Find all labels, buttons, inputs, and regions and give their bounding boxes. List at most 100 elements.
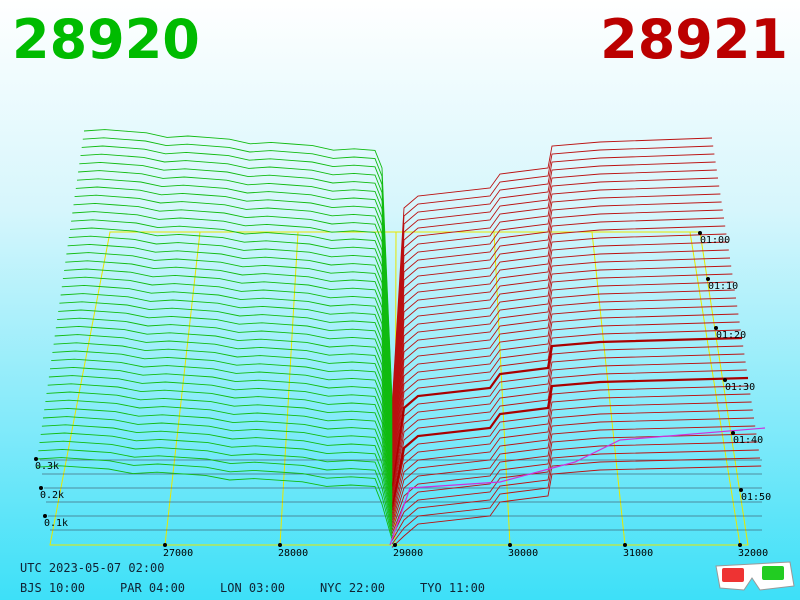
bid-curve <box>69 227 393 441</box>
ask-curve <box>391 361 746 504</box>
floor-line <box>164 231 201 546</box>
bid-curve <box>54 334 393 486</box>
price-label: 29000 <box>393 548 423 559</box>
bid-curve <box>76 178 393 421</box>
tick-dot <box>714 326 718 330</box>
bid-curve <box>75 186 393 424</box>
time-label: 01:30 <box>725 382 755 393</box>
time-label: 01:50 <box>741 492 771 503</box>
utc-time: UTC 2023-05-07 02:00 <box>20 561 165 575</box>
bid-curve <box>37 457 393 537</box>
ask-curve <box>391 321 740 487</box>
ask-curve <box>391 385 750 514</box>
price-label: 30000 <box>508 548 538 559</box>
ask-curve <box>391 153 715 415</box>
ask-curve <box>391 193 721 432</box>
ask-curve <box>391 457 761 545</box>
ask-curve <box>391 273 733 466</box>
bid-curve <box>73 202 393 431</box>
ask-curve <box>391 441 758 538</box>
ask-curve <box>391 433 757 534</box>
depth-label: 0.1k <box>44 518 68 529</box>
bid-curve <box>80 153 393 411</box>
tick-dot <box>723 378 727 382</box>
bid-curve <box>38 448 393 533</box>
price-label: 27000 <box>163 548 193 559</box>
bid-curve <box>72 211 393 435</box>
time-label: 01:10 <box>708 281 738 292</box>
bid-curve <box>61 284 393 465</box>
ask-curve <box>391 177 719 426</box>
bid-curve <box>79 161 393 414</box>
bid-curve <box>47 383 393 506</box>
bid-curve <box>71 219 393 438</box>
city-time: TYO 11:00 <box>420 581 485 595</box>
bid-curve <box>81 145 393 407</box>
ask-curve <box>391 137 713 409</box>
ask-curve <box>391 241 728 453</box>
bid-curve <box>40 432 393 526</box>
tick-dot <box>623 543 627 547</box>
ask-curve <box>391 233 727 449</box>
bid-curve <box>45 399 393 513</box>
ask-curve <box>391 297 737 477</box>
ask-curve <box>391 145 714 412</box>
bid-curve <box>46 391 393 509</box>
bid-curve <box>60 293 393 469</box>
tick-dot <box>731 431 735 435</box>
bid-curve <box>68 235 393 445</box>
ask-curve <box>391 257 731 460</box>
bid-curve <box>67 243 393 448</box>
ask-curve <box>391 369 747 507</box>
bid-curve <box>65 260 393 455</box>
city-time: PAR 04:00 <box>120 581 185 595</box>
tick-dot <box>738 543 742 547</box>
depth-label: 0.2k <box>40 490 64 501</box>
ask-curve <box>391 409 753 524</box>
floor-line <box>689 231 741 546</box>
bid-price: 28920 <box>12 8 200 71</box>
ask-curve <box>391 393 751 517</box>
floor-line <box>591 231 626 546</box>
price-label: 28000 <box>278 548 308 559</box>
bid-curve <box>64 268 393 458</box>
ask-curve <box>391 169 717 422</box>
tick-dot <box>739 488 743 492</box>
bid-curve <box>51 358 393 496</box>
city-time: LON 03:00 <box>220 581 285 595</box>
bid-curve <box>35 465 393 540</box>
bid-curve <box>66 252 393 452</box>
time-label: 01:40 <box>733 435 763 446</box>
ask-curve <box>391 281 734 470</box>
recent-curve <box>389 427 766 546</box>
ask-curve <box>391 201 722 436</box>
bid-curve <box>55 325 393 482</box>
tick-dot <box>163 543 167 547</box>
ask-curve <box>391 353 745 500</box>
ask-curve <box>390 336 743 494</box>
city-time: BJS 10:00 <box>20 581 85 595</box>
bid-curve <box>52 350 393 492</box>
depth-label: 0.3k <box>35 461 59 472</box>
ask-curve <box>391 217 725 443</box>
ask-curve <box>391 161 716 419</box>
ask-price: 28921 <box>600 8 788 71</box>
axis-labels: 27000 28000 29000 30000 31000 32000 0.1k 0.2k 0.… <box>34 231 771 559</box>
bid-curve <box>74 194 393 428</box>
bid-curve <box>83 129 393 401</box>
ask-curve <box>391 417 755 528</box>
ask-curve <box>391 185 720 429</box>
ask-curve <box>391 465 762 548</box>
tick-dot <box>34 457 38 461</box>
tick-dot <box>698 231 702 235</box>
time-label: 01:00 <box>700 235 730 246</box>
bid-curve <box>39 440 393 530</box>
bid-curve <box>41 424 393 523</box>
glasses-icon <box>715 561 795 591</box>
ask-curve <box>391 313 739 483</box>
bid-curve <box>42 416 393 520</box>
ask-curve <box>391 401 752 521</box>
bid-curve <box>53 342 393 489</box>
